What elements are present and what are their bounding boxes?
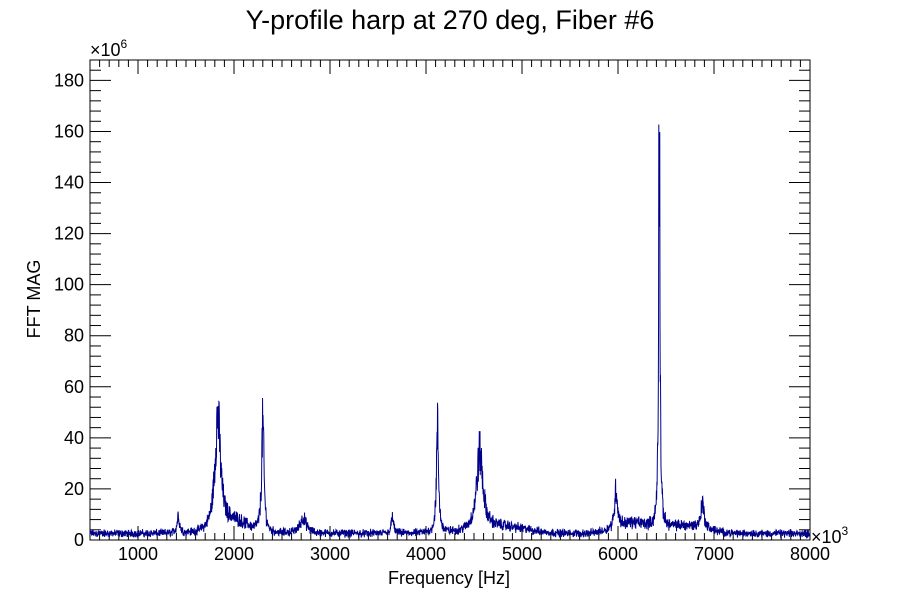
- y-tick-label: 120: [54, 224, 84, 244]
- y-tick-label: 100: [54, 275, 84, 295]
- y-axis-multiplier: ×106: [90, 37, 128, 60]
- x-axis-multiplier: ×103: [811, 524, 849, 547]
- x-tick-label: 1000: [118, 544, 158, 564]
- plot-frame: [89, 59, 811, 541]
- x-axis: [89, 60, 811, 540]
- x-tick-labels: 1000 2000 3000 4000 5000 6000 7000 8000: [118, 544, 830, 564]
- x-tick-label: 2000: [214, 544, 254, 564]
- y-tick-label: 180: [54, 70, 84, 90]
- y-axis: [90, 59, 810, 541]
- x-tick-label: 8000: [790, 544, 830, 564]
- y-tick-label: 140: [54, 173, 84, 193]
- fft-series-line: [89, 124, 811, 539]
- y-tick-labels: 0 20 40 60 80 100 120 140 160 180: [54, 70, 84, 550]
- y-tick-label: 60: [64, 377, 84, 397]
- y-tick-label: 160: [54, 121, 84, 141]
- y-axis-title: FFT MAG: [24, 260, 44, 339]
- y-tick-label: 40: [64, 428, 84, 448]
- x-tick-label: 7000: [694, 544, 734, 564]
- x-tick-label: 6000: [598, 544, 638, 564]
- y-tick-label: 0: [74, 530, 84, 550]
- x-tick-label: 3000: [310, 544, 350, 564]
- y-tick-label: 80: [64, 326, 84, 346]
- chart-title: Y-profile harp at 270 deg, Fiber #6: [246, 5, 655, 35]
- x-tick-label: 4000: [406, 544, 446, 564]
- x-axis-title: Frequency [Hz]: [388, 568, 510, 588]
- x-tick-label: 5000: [502, 544, 542, 564]
- y-tick-label: 20: [64, 479, 84, 499]
